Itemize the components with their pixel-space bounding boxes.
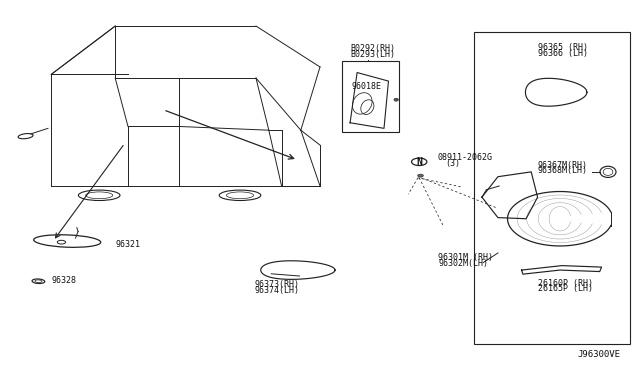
Text: 26160P (RH): 26160P (RH) bbox=[538, 279, 593, 288]
Text: 96328: 96328 bbox=[51, 276, 76, 285]
Text: B0292(RH): B0292(RH) bbox=[351, 44, 396, 53]
Text: J96300VE: J96300VE bbox=[578, 350, 621, 359]
Text: B0293(LH): B0293(LH) bbox=[351, 49, 396, 58]
Bar bbox=[474, 32, 630, 344]
Text: 96302M(LH): 96302M(LH) bbox=[438, 259, 488, 268]
Text: N: N bbox=[416, 157, 422, 167]
Text: 08911-2062G: 08911-2062G bbox=[437, 153, 492, 162]
Text: 96321: 96321 bbox=[115, 240, 140, 249]
Text: 96018E: 96018E bbox=[352, 81, 382, 90]
Text: 96367M(RH): 96367M(RH) bbox=[538, 161, 588, 170]
Text: (3): (3) bbox=[445, 159, 460, 168]
Ellipse shape bbox=[418, 174, 424, 177]
Text: 96373(RH): 96373(RH) bbox=[255, 280, 300, 289]
Text: 96374(LH): 96374(LH) bbox=[255, 286, 300, 295]
Text: 96368M(LH): 96368M(LH) bbox=[538, 166, 588, 175]
Text: 96365 (RH): 96365 (RH) bbox=[538, 43, 588, 52]
Text: 26165P (LH): 26165P (LH) bbox=[538, 284, 593, 293]
Text: 96301M (RH): 96301M (RH) bbox=[438, 253, 493, 262]
Ellipse shape bbox=[394, 98, 398, 101]
Text: 96366 (LH): 96366 (LH) bbox=[538, 49, 588, 58]
Bar bbox=[342, 61, 399, 132]
